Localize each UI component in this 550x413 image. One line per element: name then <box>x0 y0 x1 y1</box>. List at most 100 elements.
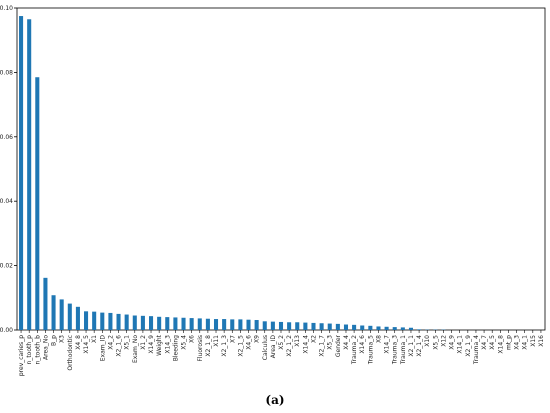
y-tick-label: 0.04 <box>0 198 13 205</box>
bar <box>254 320 259 330</box>
bar <box>343 324 349 330</box>
x-tick-label: X14_7 <box>384 335 391 354</box>
x-tick-label: mt_p <box>505 335 512 350</box>
x-tick-label: X16 <box>538 335 545 347</box>
bar <box>19 16 24 331</box>
bar <box>384 326 389 330</box>
x-tick-label: X14_1 <box>457 335 464 354</box>
bar <box>189 318 194 330</box>
x-tick-label: X4_7 <box>481 335 488 350</box>
x-tick-label: Trauma_5 <box>367 335 374 365</box>
y-tick-label: 0.10 <box>0 5 13 12</box>
plot-frame <box>16 7 546 331</box>
bar <box>238 319 243 330</box>
bar <box>197 318 202 330</box>
bar <box>140 315 145 330</box>
x-tick-label: X4_1 <box>522 335 529 350</box>
bar <box>287 322 292 330</box>
bar <box>27 19 32 331</box>
x-tick-label: X2_1_5 <box>237 335 244 357</box>
x-tick-label: Trauma_4 <box>473 335 480 365</box>
bar <box>124 314 129 330</box>
bar <box>303 322 308 330</box>
x-axis-labels: prev_caries_p n_tooth_p n_tooth_b Area_No B_… <box>18 330 545 376</box>
bar <box>84 311 89 330</box>
x-tick-label: Area_No <box>42 335 49 360</box>
bar <box>246 319 251 330</box>
bar <box>116 313 121 330</box>
bar <box>335 323 340 330</box>
bar <box>149 316 154 330</box>
x-tick-label: Trauma_1 <box>400 335 407 365</box>
x-tick-label: X14_9 <box>148 335 155 354</box>
bar <box>392 327 397 330</box>
x-tick-label: X4_9 <box>449 335 456 350</box>
x-tick-label: X3 <box>59 335 66 343</box>
x-tick-label: n_tooth_p <box>26 335 33 365</box>
bar <box>108 312 113 330</box>
bar <box>132 315 137 330</box>
x-tick-label: X10 <box>424 335 431 347</box>
y-tick-label: 0.00 <box>0 327 13 334</box>
x-tick-label: X2 <box>310 335 317 343</box>
bar <box>100 312 105 330</box>
x-tick-label: Calculus <box>262 335 269 360</box>
x-tick-label: X11 <box>213 335 220 347</box>
bar <box>262 321 267 330</box>
bar <box>43 277 48 330</box>
x-tick-label: X1_2 <box>140 335 147 350</box>
bar <box>165 317 170 330</box>
bar <box>173 317 178 330</box>
x-tick-label: X4_2 <box>107 335 114 350</box>
bar <box>181 317 186 330</box>
x-tick-label: X5_5 <box>432 335 439 350</box>
bar <box>59 299 64 330</box>
bar <box>75 306 80 330</box>
x-tick-label: n_tooth_b <box>34 335 41 365</box>
x-tick-label: X2_1_4 <box>416 335 423 357</box>
x-tick-label: Trauma_3 <box>392 335 399 365</box>
caption-text: (a) <box>265 393 285 407</box>
x-tick-label: X4_3 <box>514 335 521 350</box>
x-tick-label: X13 <box>294 335 301 347</box>
bar <box>376 326 381 330</box>
bar <box>35 77 40 330</box>
x-tick-label: X14_5 <box>83 335 90 354</box>
x-tick-label: Trauma_2 <box>351 335 358 365</box>
x-tick-label: X1 <box>91 335 98 343</box>
bar <box>278 321 284 330</box>
x-tick-label: X2_1_8 <box>205 335 212 357</box>
bar <box>205 318 210 330</box>
x-tick-label: X5_1 <box>124 335 131 350</box>
x-tick-label: X4_8 <box>75 335 82 350</box>
x-tick-label: Fluorosis <box>197 335 204 362</box>
x-tick-label: Area_ID <box>270 335 277 359</box>
bar <box>67 303 72 330</box>
x-tick-label: X14_6 <box>359 335 366 354</box>
bar <box>270 321 275 330</box>
x-tick-label: X6 <box>189 335 196 343</box>
x-tick-label: X8 <box>375 335 382 343</box>
bar <box>400 327 405 330</box>
x-tick-label: X9 <box>254 335 261 343</box>
x-tick-label: X5_3 <box>327 335 334 350</box>
bar <box>222 319 227 330</box>
x-tick-label: X4_5 <box>489 335 496 350</box>
x-tick-label: X2_1_9 <box>465 335 472 357</box>
bar <box>408 327 413 330</box>
x-tick-label: Exam_ID <box>99 335 106 362</box>
bar <box>368 325 373 330</box>
x-tick-label: X2_1_1 <box>408 335 415 357</box>
x-tick-label: Gender <box>335 334 342 357</box>
bar <box>311 322 316 330</box>
x-tick-label: X15 <box>530 335 537 347</box>
y-axis: 0.00 0.02 0.04 0.06 0.08 0.10 <box>0 5 17 334</box>
bar <box>295 322 300 330</box>
x-tick-label: Bleeding <box>172 335 179 361</box>
bar <box>213 319 219 330</box>
bar <box>230 319 235 330</box>
bar <box>51 295 56 330</box>
x-tick-label: X2_1_7 <box>319 335 326 357</box>
x-tick-label: X12 <box>440 335 447 347</box>
